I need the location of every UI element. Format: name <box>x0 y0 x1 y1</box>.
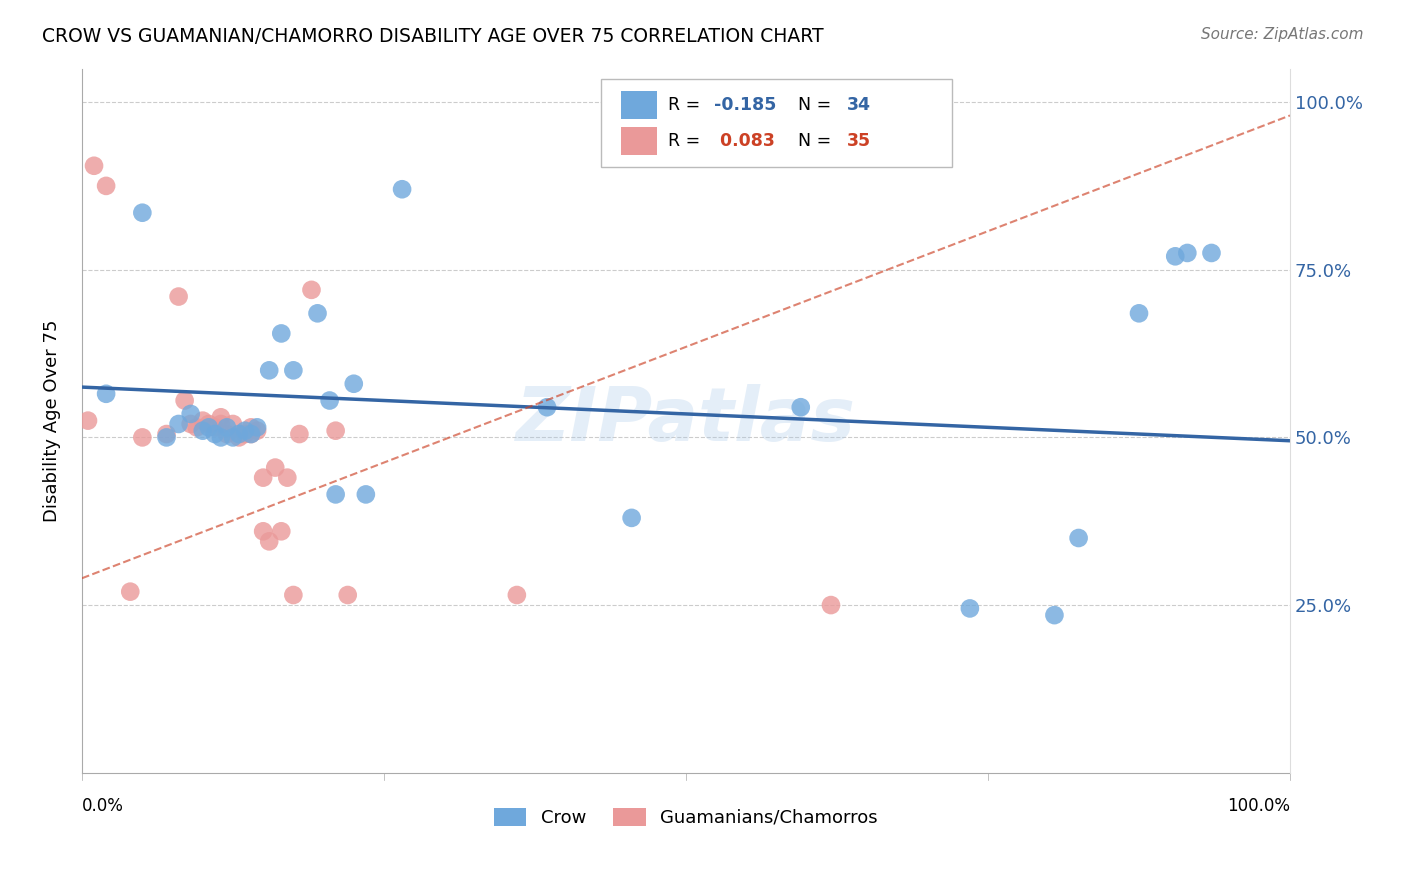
Point <box>167 417 190 431</box>
Point <box>276 470 298 484</box>
Point <box>198 420 221 434</box>
Point <box>167 289 190 303</box>
Point <box>240 420 263 434</box>
Point <box>180 417 202 431</box>
Point <box>270 524 292 539</box>
Point <box>94 386 117 401</box>
Point <box>336 588 359 602</box>
Point <box>790 401 813 415</box>
Point <box>1201 246 1223 260</box>
Point <box>233 427 256 442</box>
Point <box>1175 246 1198 260</box>
Point <box>209 410 232 425</box>
Point <box>120 584 142 599</box>
Point <box>536 401 558 415</box>
Point <box>222 430 245 444</box>
Point <box>186 420 208 434</box>
Point <box>209 430 232 444</box>
Point <box>204 420 226 434</box>
Text: R =: R = <box>668 96 706 114</box>
Point <box>343 376 366 391</box>
Point <box>820 598 842 612</box>
Point <box>959 601 981 615</box>
Point <box>283 588 305 602</box>
Point <box>191 424 214 438</box>
Point <box>94 178 117 193</box>
Point <box>215 427 238 442</box>
Point <box>354 487 377 501</box>
Text: 0.083: 0.083 <box>714 132 775 150</box>
Point <box>222 417 245 431</box>
Point <box>246 420 269 434</box>
Point <box>191 414 214 428</box>
FancyBboxPatch shape <box>602 79 952 167</box>
Point <box>506 588 529 602</box>
Point <box>270 326 292 341</box>
Text: 100.0%: 100.0% <box>1227 797 1291 815</box>
Point <box>215 420 238 434</box>
Point <box>173 393 195 408</box>
Point <box>283 363 305 377</box>
Point <box>325 424 347 438</box>
Text: R =: R = <box>668 132 706 150</box>
Point <box>246 424 269 438</box>
Point <box>209 417 232 431</box>
Text: ZIPatlas: ZIPatlas <box>516 384 856 457</box>
Point <box>307 306 329 320</box>
Point <box>240 427 263 442</box>
Point <box>257 534 280 549</box>
Y-axis label: Disability Age Over 75: Disability Age Over 75 <box>44 319 60 522</box>
Point <box>155 430 177 444</box>
Text: N =: N = <box>799 132 837 150</box>
FancyBboxPatch shape <box>621 91 657 120</box>
Point <box>252 524 274 539</box>
Point <box>1067 531 1090 545</box>
Point <box>391 182 413 196</box>
Point <box>180 407 202 421</box>
Point <box>228 430 250 444</box>
Point <box>1128 306 1150 320</box>
Point <box>228 427 250 442</box>
FancyBboxPatch shape <box>621 127 657 155</box>
Text: 0.0%: 0.0% <box>82 797 124 815</box>
Point <box>318 393 340 408</box>
Legend: Crow, Guamanians/Chamorros: Crow, Guamanians/Chamorros <box>486 800 886 834</box>
Point <box>198 417 221 431</box>
Point <box>264 460 287 475</box>
Point <box>1164 249 1187 263</box>
Text: -0.185: -0.185 <box>714 96 776 114</box>
Point <box>620 511 643 525</box>
Point <box>204 427 226 442</box>
Text: 34: 34 <box>846 96 870 114</box>
Point <box>301 283 323 297</box>
Text: CROW VS GUAMANIAN/CHAMORRO DISABILITY AGE OVER 75 CORRELATION CHART: CROW VS GUAMANIAN/CHAMORRO DISABILITY AG… <box>42 27 824 45</box>
Point <box>1043 608 1066 623</box>
Point <box>83 159 105 173</box>
Point <box>325 487 347 501</box>
Point <box>155 427 177 442</box>
Point <box>257 363 280 377</box>
Point <box>252 470 274 484</box>
Point <box>77 414 100 428</box>
Text: Source: ZipAtlas.com: Source: ZipAtlas.com <box>1201 27 1364 42</box>
Point <box>131 430 153 444</box>
Text: 35: 35 <box>846 132 870 150</box>
Point <box>233 424 256 438</box>
Point <box>131 205 153 219</box>
Point <box>240 427 263 442</box>
Point <box>288 427 311 442</box>
Text: N =: N = <box>799 96 837 114</box>
